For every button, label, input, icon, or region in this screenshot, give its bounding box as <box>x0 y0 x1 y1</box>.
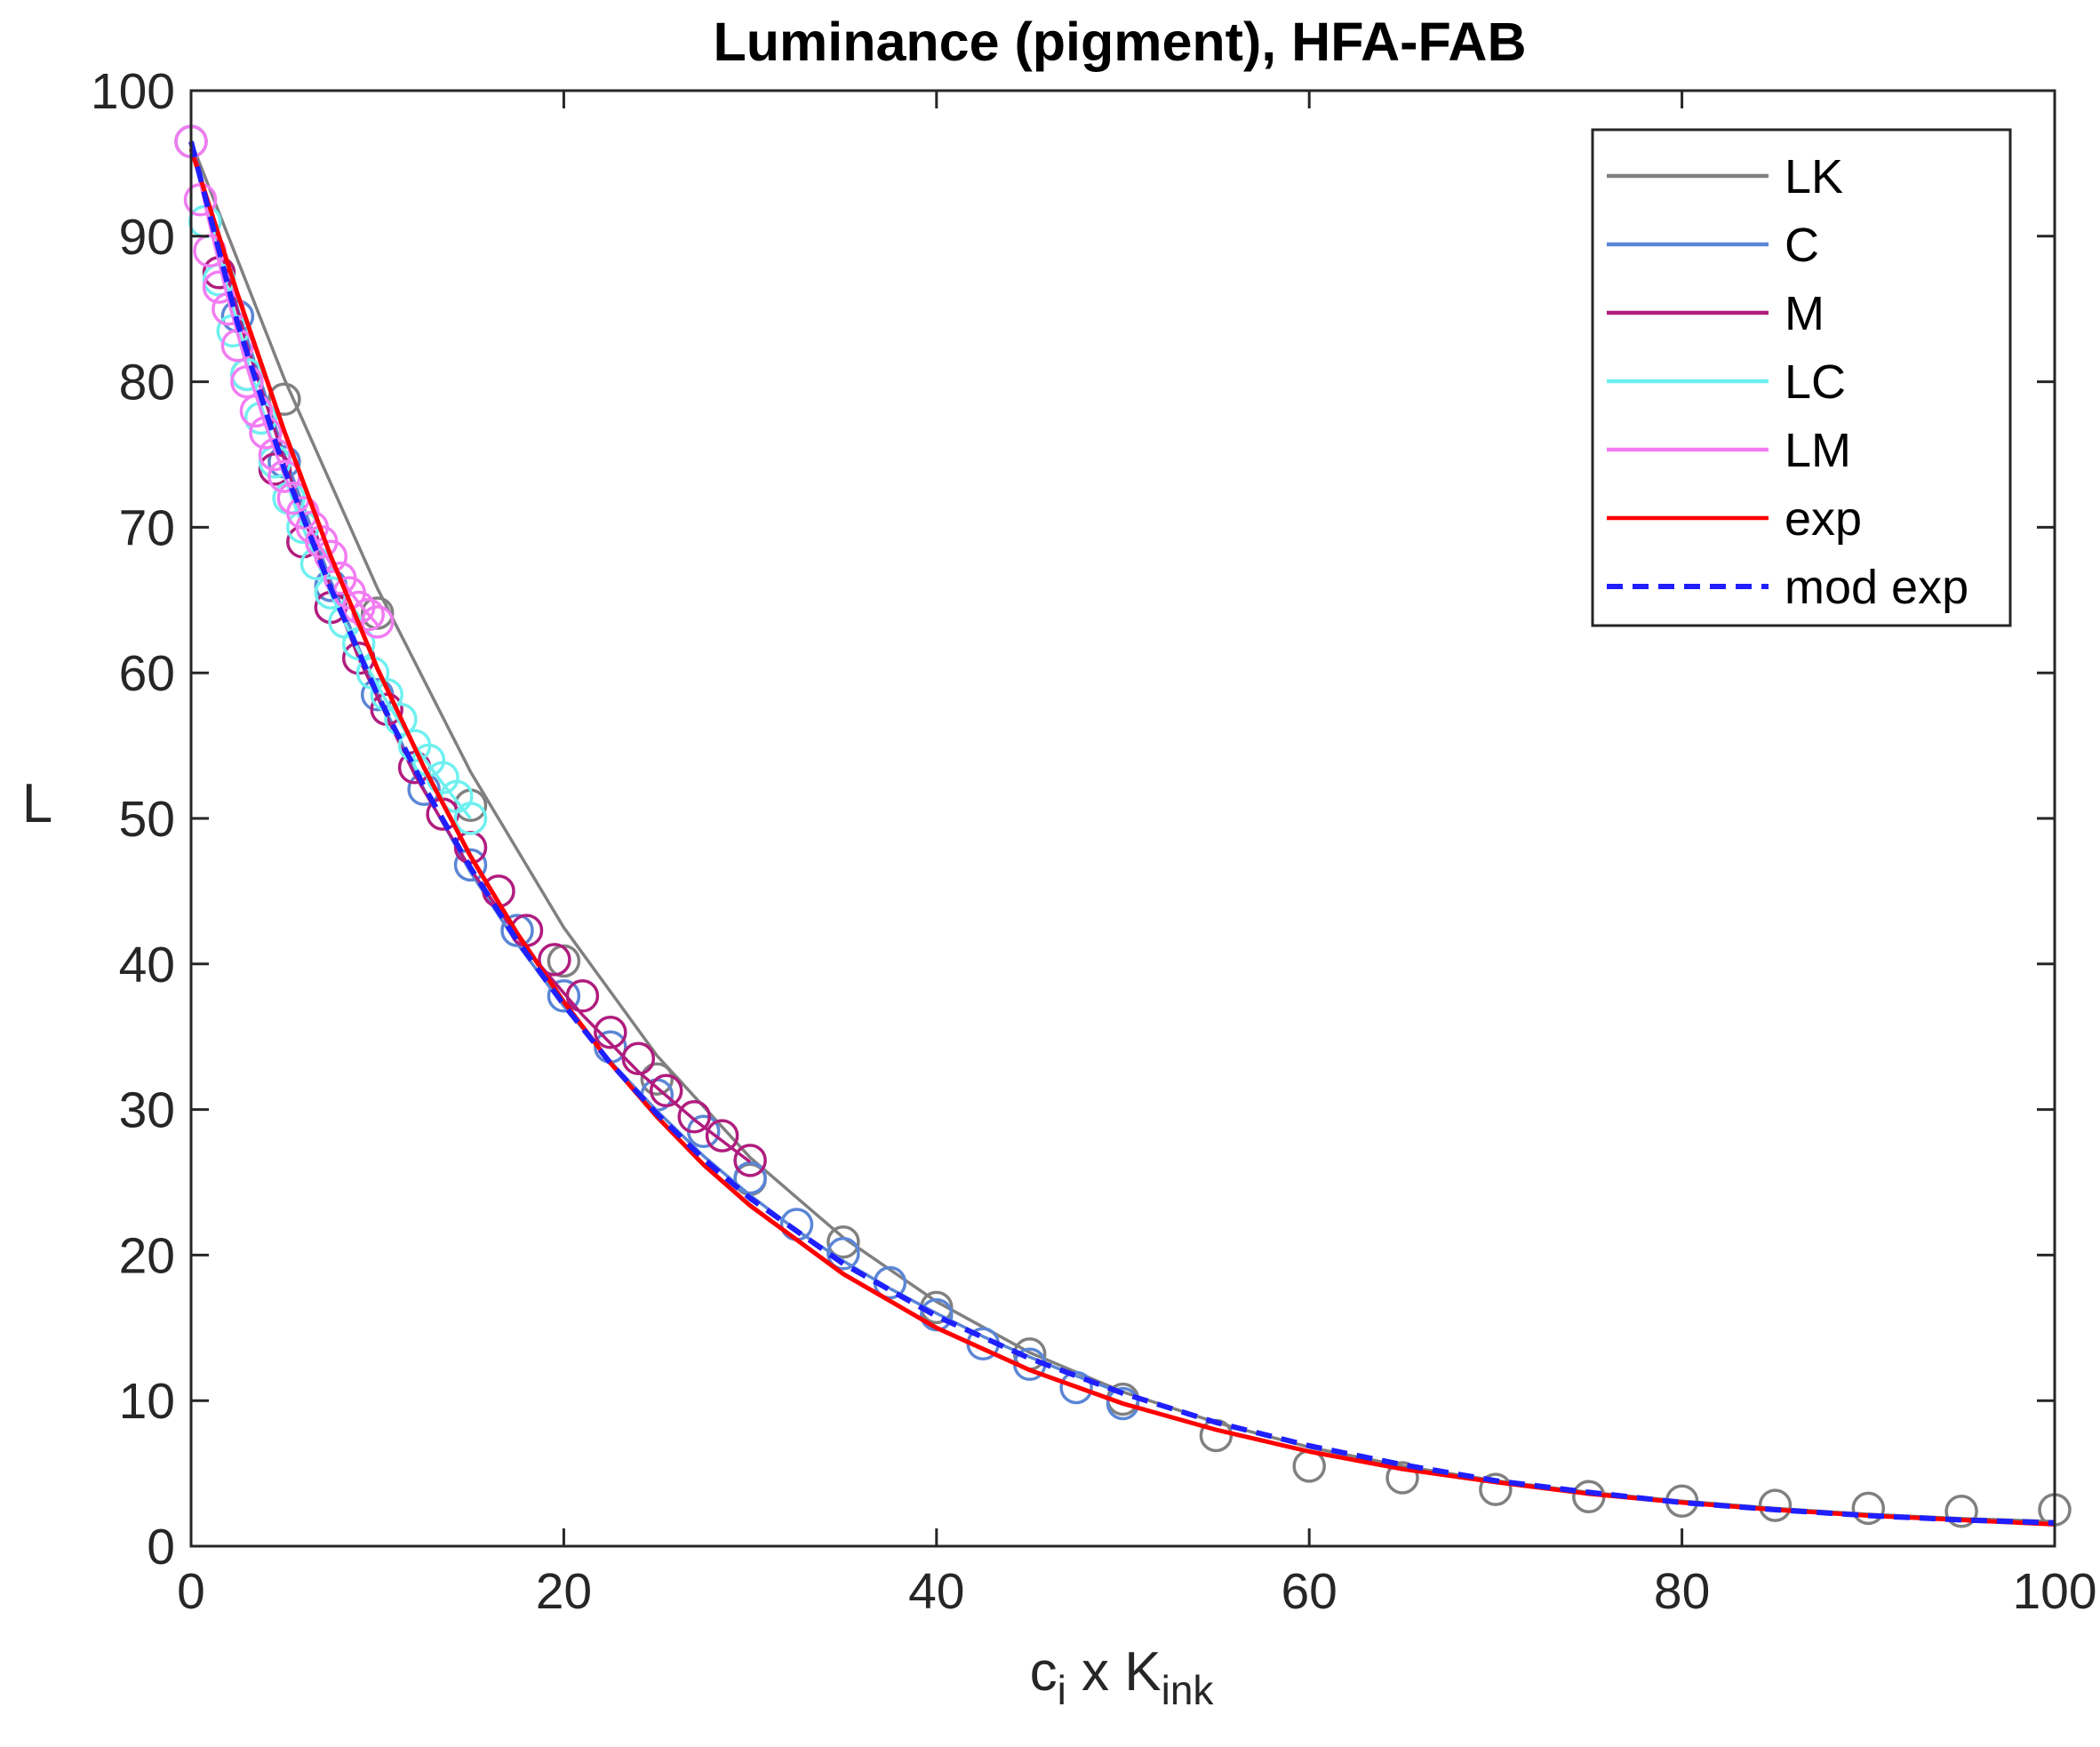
legend-label-exp: exp <box>1785 492 1862 546</box>
marker-lk-17 <box>1758 1488 1793 1522</box>
marker-m-19 <box>705 1119 739 1153</box>
marker-m-18 <box>677 1100 711 1134</box>
y-tick-label-60: 60 <box>119 645 175 702</box>
legend-entry-lk: LK <box>1607 150 1843 203</box>
marker-c-12 <box>733 1161 767 1195</box>
marker-lk-18 <box>1851 1491 1886 1526</box>
y-tick-label-0: 0 <box>147 1519 175 1575</box>
marker-lk-1 <box>267 382 301 417</box>
y-tick-label-20: 20 <box>119 1227 175 1284</box>
legend-entry-exp: exp <box>1607 492 1862 546</box>
x-tick-label-80: 80 <box>1654 1563 1710 1620</box>
legend-label-mod-exp: mod exp <box>1785 561 1968 614</box>
x-axis-title-subscript-ink: ink <box>1162 1667 1215 1713</box>
series-mod-exp <box>188 140 2056 1526</box>
y-tick-label-10: 10 <box>119 1373 175 1430</box>
marker-m-15 <box>594 1016 627 1049</box>
marker-c-14 <box>826 1237 860 1271</box>
legend-box <box>1591 128 2012 627</box>
line-mod-exp <box>188 140 2056 1526</box>
legend-entry-mod-exp: mod exp <box>1607 561 1968 614</box>
marker-lk-7 <box>826 1224 860 1259</box>
marker-c-6 <box>453 848 488 882</box>
legend-entry-lm: LM <box>1607 424 1851 477</box>
y-tick-label-90: 90 <box>119 209 175 266</box>
x-tick-label-20: 20 <box>536 1563 592 1620</box>
x-tick-label-100: 100 <box>2012 1563 2096 1620</box>
chart-title: Luminance (pigment), HFA-FAB <box>714 12 1527 72</box>
marker-lk-13 <box>1385 1461 1419 1495</box>
marker-lm-15 <box>314 539 348 573</box>
y-axis-title: L <box>22 773 52 834</box>
marker-lc-20 <box>453 802 488 835</box>
legend-label-c: C <box>1785 219 1819 272</box>
y-tick-label-50: 50 <box>119 791 175 848</box>
marker-m-20 <box>733 1144 767 1177</box>
y-tick-label-70: 70 <box>119 499 175 556</box>
legend-label-lm: LM <box>1785 424 1851 477</box>
x-tick-label-0: 0 <box>177 1563 205 1620</box>
x-axis-title: ci x Kink <box>1030 1641 1215 1713</box>
marker-lc-15 <box>384 702 418 737</box>
marker-m-17 <box>649 1073 683 1108</box>
x-axis-title-middle: x K <box>1066 1641 1162 1703</box>
x-axis-title-main: c <box>1030 1641 1058 1703</box>
marker-lk-5 <box>640 1062 675 1096</box>
legend-label-m: M <box>1785 287 1825 340</box>
x-axis-title-subscript-i: i <box>1058 1667 1066 1713</box>
y-tick-label-40: 40 <box>119 937 175 993</box>
marker-c-8 <box>547 979 581 1013</box>
legend-entry-m: M <box>1607 287 1825 340</box>
marker-m-13 <box>538 943 571 977</box>
y-tick-label-80: 80 <box>119 355 175 411</box>
legend-label-lc: LC <box>1785 355 1846 409</box>
legend-entry-lc: LC <box>1607 355 1846 409</box>
legend-entry-c: C <box>1607 219 1819 272</box>
x-tick-label-40: 40 <box>908 1563 964 1620</box>
marker-c-19 <box>1059 1370 1093 1405</box>
marker-lk-14 <box>1479 1472 1513 1506</box>
legend-label-lk: LK <box>1785 150 1843 203</box>
y-tick-label-100: 100 <box>91 63 175 120</box>
ticks-layer: 0 20 40 60 80 100 0 10 20 30 40 50 60 70 80 90 100 <box>91 63 2097 1620</box>
x-tick-label-60: 60 <box>1281 1563 1337 1620</box>
marker-lk-19 <box>1944 1494 1978 1528</box>
marker-c-20 <box>1106 1386 1140 1421</box>
y-tick-label-30: 30 <box>119 1082 175 1139</box>
legend: LK CM LC LM exp mod exp <box>1591 128 2012 627</box>
marker-lm-20 <box>360 605 395 639</box>
